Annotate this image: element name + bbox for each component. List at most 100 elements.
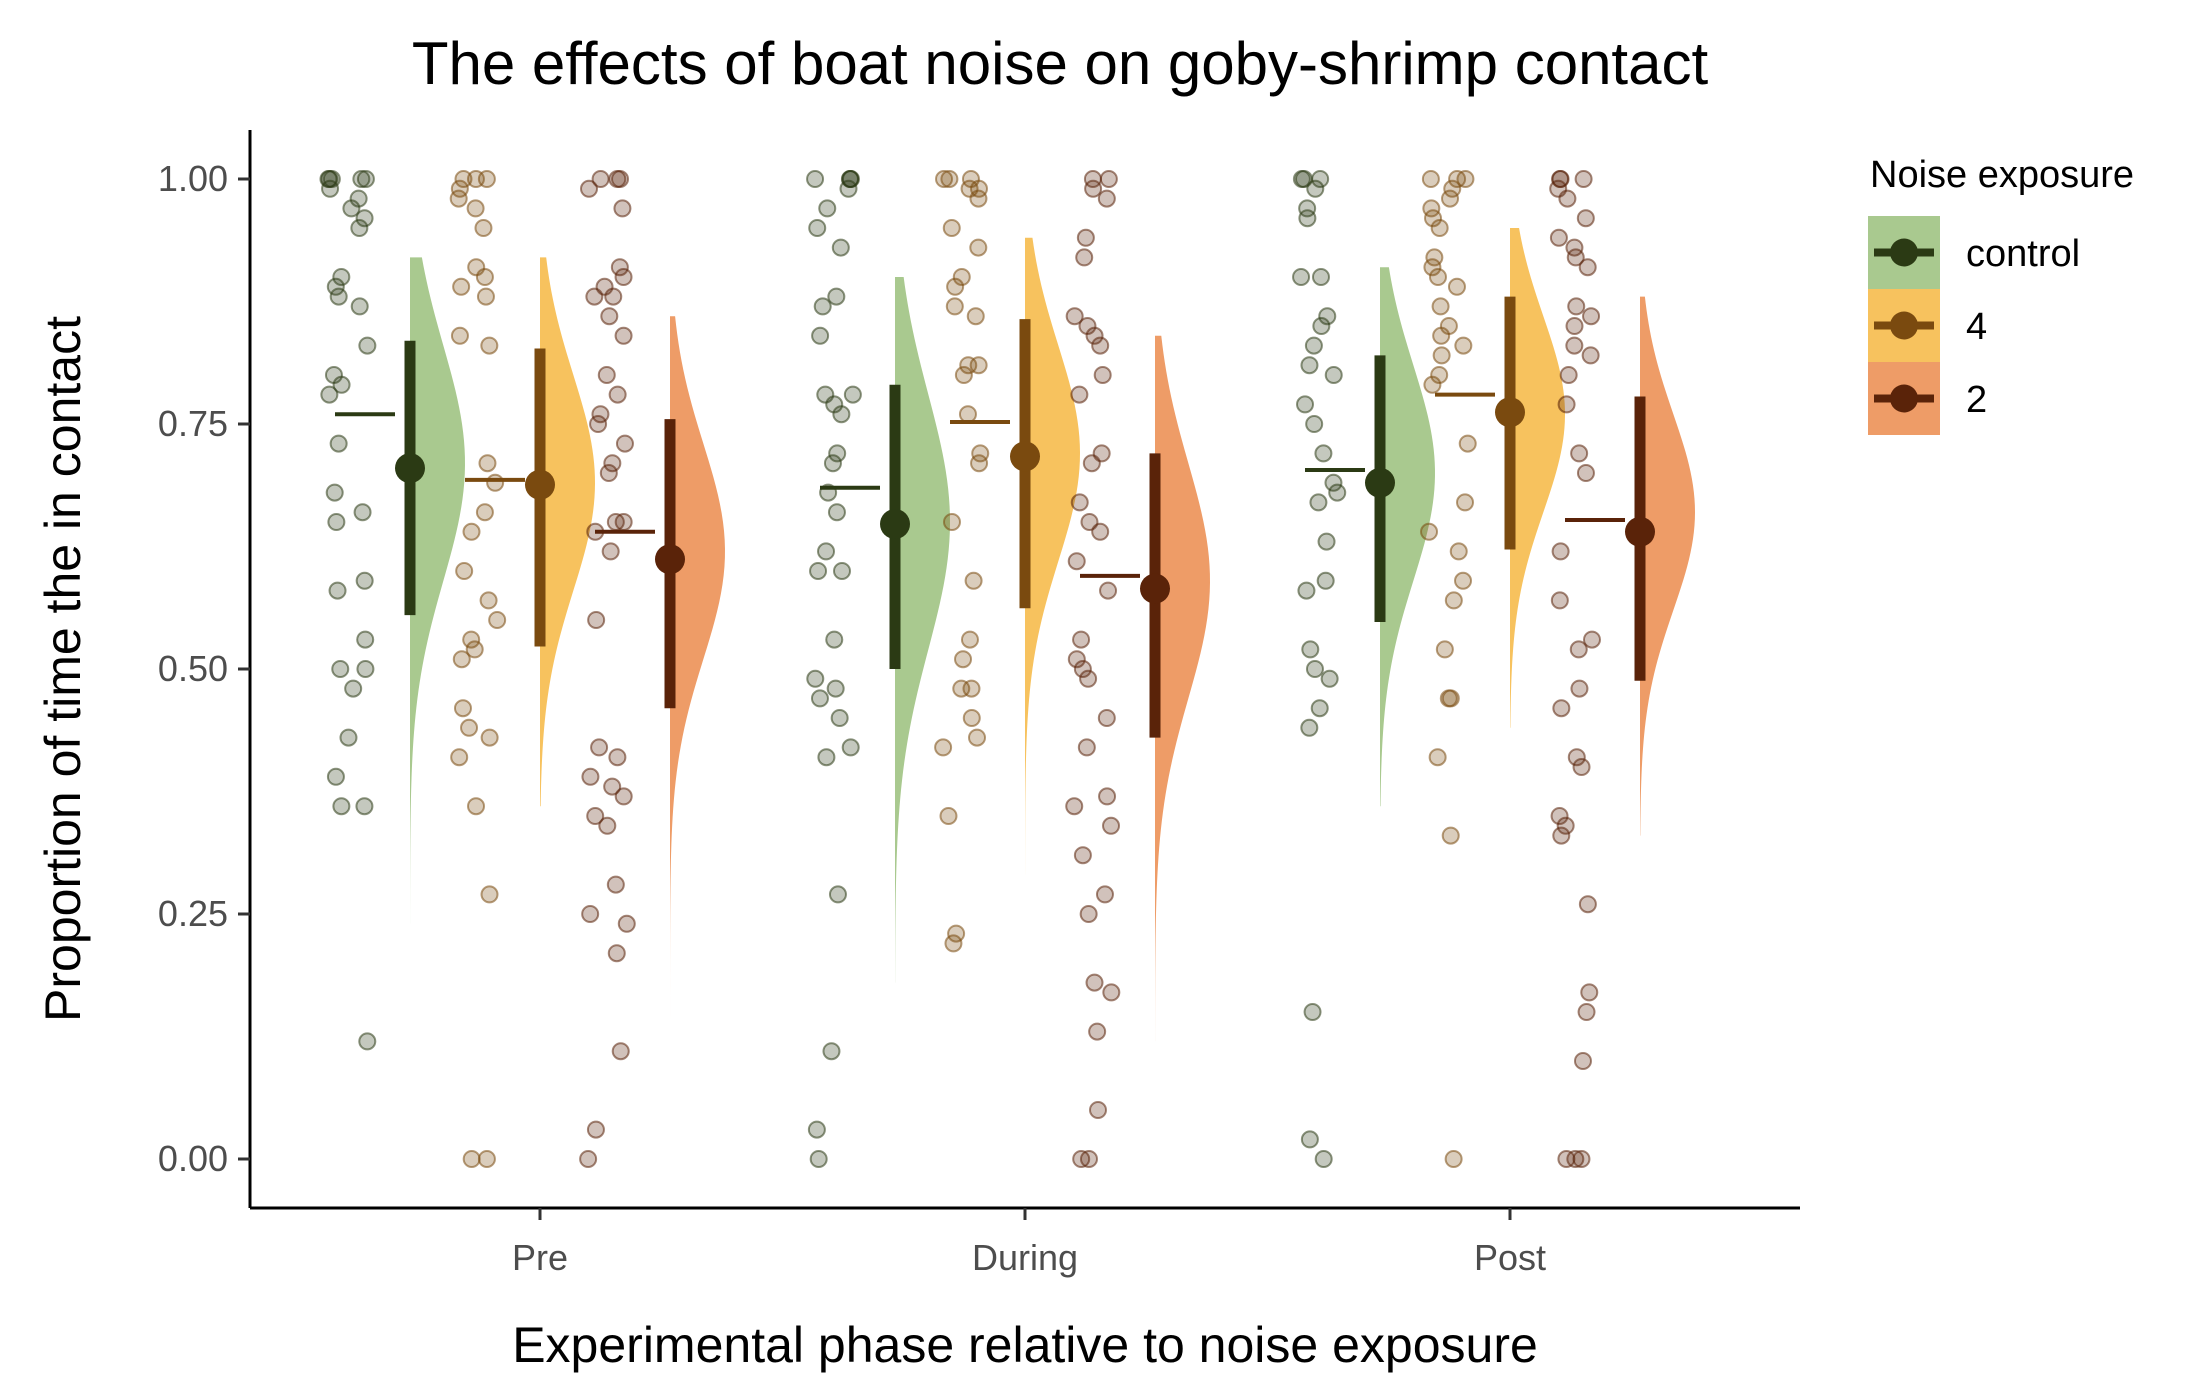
data-point [833,562,851,580]
data-point [356,660,375,678]
data-point [350,297,369,316]
data-point [946,277,965,296]
data-point [809,562,828,580]
data-point [332,375,351,394]
data-point [1292,268,1311,286]
data-point [1070,385,1089,404]
data-point [1570,679,1589,698]
data-point [1084,179,1103,198]
data-point [818,199,837,218]
data-point [1549,228,1568,247]
data-point [320,385,339,404]
data-point [358,1032,377,1051]
data-point [968,728,987,747]
data-point [350,219,369,237]
group-post-4 [1420,170,1565,1168]
data-point [1582,307,1601,326]
data-point [321,179,340,198]
series-4 [449,170,1565,1168]
data-point [1310,699,1329,718]
data-point [969,189,988,208]
data-point [358,336,377,355]
mean-point [1495,397,1525,428]
density-post-2 [1640,296,1695,836]
y-axis-ticks: 0.00 0.25 0.50 0.75 1.00 [158,158,250,1179]
data-point [1551,542,1570,561]
data-point [1578,895,1597,914]
data-point [1065,307,1084,326]
data-point [1458,434,1477,453]
mean-point [1140,573,1170,604]
data-point [1072,630,1091,649]
data-point [475,268,494,286]
data-point [1550,807,1569,825]
data-point [1566,248,1585,267]
data-point [1301,640,1320,659]
data-point [823,454,842,473]
data-point [1565,317,1584,335]
data-point [969,356,988,375]
mean-point [880,508,910,539]
data-point [356,630,375,649]
data-point [1456,170,1475,188]
data-point [329,287,348,306]
data-point [1324,366,1343,384]
data-point [1304,336,1323,355]
data-point [325,483,344,502]
legend-label: 4 [1966,306,1987,348]
data-point [958,405,977,424]
data-point [1296,395,1315,414]
data-point [1070,493,1089,512]
density-pre-2 [670,316,725,1032]
data-point [935,170,954,188]
data-point [811,326,830,345]
group-post-control [1292,170,1435,1168]
data-point [450,326,469,345]
data-point [332,797,351,816]
data-point [597,366,616,384]
data-point [810,689,829,708]
data-point [839,179,858,198]
data-point [611,1042,630,1061]
data-point [1314,1150,1333,1168]
data-point [580,179,599,198]
data-point [1580,983,1599,1002]
data-point [1454,336,1473,355]
data-point [342,199,361,218]
data-point [1093,366,1112,384]
data-point [964,571,983,590]
y-tick-label: 0.00 [158,1138,228,1179]
data-point [1077,738,1096,757]
data-point [474,219,493,237]
data-point [1095,885,1114,904]
data-point [607,944,626,963]
y-tick-label: 0.25 [158,893,228,934]
density-post-4 [1510,228,1565,728]
data-point [581,767,600,786]
data-point [452,650,471,669]
legend-label: control [1966,233,2080,275]
data-point [1423,375,1442,394]
data-point [1581,346,1600,365]
data-point [615,434,634,453]
data-point [827,503,846,522]
density-post-control [1380,267,1435,807]
x-tick-label: During [972,1237,1078,1278]
data-point [1435,640,1454,659]
data-point [1573,1052,1592,1070]
data-point [1430,219,1449,237]
data-point [486,473,505,492]
data-point [841,738,860,757]
data-point [1421,170,1440,188]
data-point [1558,189,1577,208]
data-point [827,287,846,306]
y-axis-title: Proportion of time the in contact [35,316,91,1022]
data-point [355,571,374,590]
density-pre-4 [540,257,595,807]
data-point [1088,1022,1107,1041]
data-point [1309,493,1328,512]
data-point [600,307,619,326]
data-point [966,307,985,326]
plot-area [319,170,1695,1168]
data-point [467,797,486,816]
